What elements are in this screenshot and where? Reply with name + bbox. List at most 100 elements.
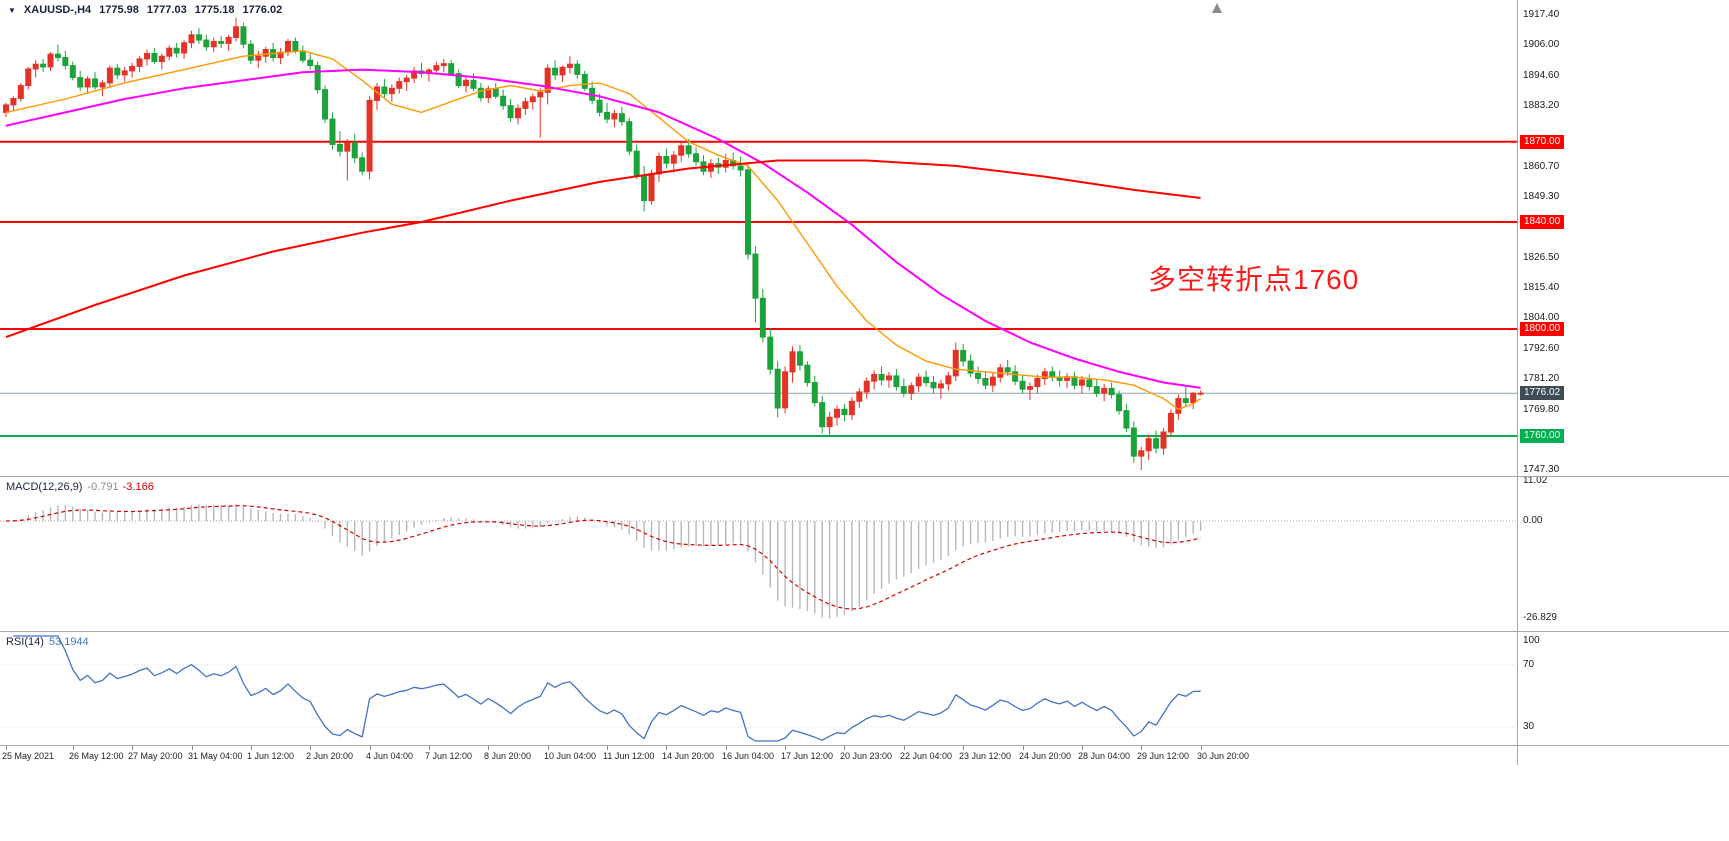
candle-body [136,58,143,67]
candle-body [1034,378,1041,387]
candle-body [129,65,136,72]
price-axis-label: 1849.30 [1523,191,1560,202]
time-axis-label: 4 Jun 04:00 [366,751,414,761]
candle-body [1086,379,1093,388]
time-axis-tick [904,746,905,750]
candle-body [559,66,566,76]
candle-body [470,79,477,89]
time-axis-label: 27 May 20:00 [128,751,183,761]
time-axis-tick [726,746,727,750]
price-axis-label: 1747.30 [1523,464,1560,475]
candle-body [322,89,329,120]
time-axis-label: 14 Jun 20:00 [662,751,715,761]
candle-body [552,67,559,76]
candle-body [233,26,240,38]
price-axis-label: 1906.00 [1523,39,1560,50]
candle-body [774,368,781,409]
candle-body [529,96,536,103]
chart-shift-marker-icon [1212,3,1222,13]
candle-body [648,173,655,202]
candle-body [292,41,299,52]
price-axis-label: 1883.20 [1523,100,1560,111]
candle-body [440,63,447,67]
candle-body [945,375,952,385]
candle-body [1160,431,1167,449]
candle-body [92,78,99,88]
rsi-name: RSI(14) [6,636,44,648]
macd-signal-line [5,505,1201,610]
candle-body [834,408,841,418]
time-scale[interactable]: 25 May 2021 26 May 12:00 27 May 20:00 31 Ma… [0,746,1517,766]
candle-body [1108,387,1115,396]
candle-body [1130,427,1137,457]
panel-separator[interactable] [0,476,1729,477]
time-axis-tick [548,746,549,750]
candle-body [989,376,996,386]
price-chart-canvas[interactable] [0,0,1517,476]
candle-body [826,416,833,428]
macd-name: MACD(12,26,9) [6,481,83,493]
ma-fast-line [5,50,1202,410]
candle-body [522,101,529,109]
price-axis-label: 1804.00 [1523,312,1560,323]
rsi-chart-canvas[interactable] [0,632,1517,745]
time-axis-tick [1023,746,1024,750]
candle-body [633,150,640,176]
candle-body [663,156,670,164]
candle-body [1049,371,1056,378]
candle-body [767,336,774,370]
candle-body [1175,398,1182,414]
time-axis-tick [132,746,133,750]
candle-body [218,41,225,44]
candle-body [1078,379,1085,386]
candle-body [1019,380,1026,390]
time-axis-tick [963,746,964,750]
candle-body [240,26,247,45]
time-axis-label: 24 Jun 20:00 [1019,751,1072,761]
price-scale[interactable]: 1917.40 1906.00 1894.60 1883.20 1870.00 1860.… [1518,0,1729,765]
candle-body [670,154,677,164]
candle-body [626,121,633,152]
time-axis-label: 28 Jun 04:00 [1078,751,1131,761]
time-axis-tick [607,746,608,750]
price-level-label: 1760.00 [1520,429,1565,443]
macd-chart-canvas[interactable] [0,477,1517,630]
ma-slow-line [5,159,1201,339]
time-axis-tick [1141,746,1142,750]
time-axis-label: 16 Jun 04:00 [722,751,775,761]
candle-body [284,41,291,53]
candle-body [960,349,967,362]
price-axis-label: 1781.20 [1523,373,1560,384]
candle-body [477,87,484,99]
time-axis-tick [251,746,252,750]
panel-separator[interactable] [0,631,1729,632]
candle-body [195,34,202,41]
price-axis-label: 1917.40 [1523,9,1560,20]
time-axis-tick [192,746,193,750]
candle-body [685,145,692,155]
rsi-line [13,635,1201,742]
candle-body [203,39,210,48]
candle-body [359,157,366,172]
candle-body [581,73,588,89]
candle-body [366,99,373,172]
candle-body [62,57,69,66]
candle-body [158,55,165,63]
candle-body [819,402,826,428]
price-level-label: 1800.00 [1520,322,1565,336]
candle-body [923,376,930,384]
rsi-value: 53.1944 [48,636,89,648]
time-axis-label: 30 Jun 20:00 [1197,751,1250,761]
time-axis-label: 10 Jun 04:00 [544,751,597,761]
candle-body [885,375,892,381]
candle-body [69,65,76,79]
price-axis-label: 1894.60 [1523,70,1560,81]
time-axis-tick [1082,746,1083,750]
candle-body [455,73,462,87]
candle-body [908,385,915,394]
price-level-label: 1776.02 [1520,386,1565,400]
candle-body [151,53,158,62]
candle-body [121,70,128,76]
candle-body [537,91,544,98]
